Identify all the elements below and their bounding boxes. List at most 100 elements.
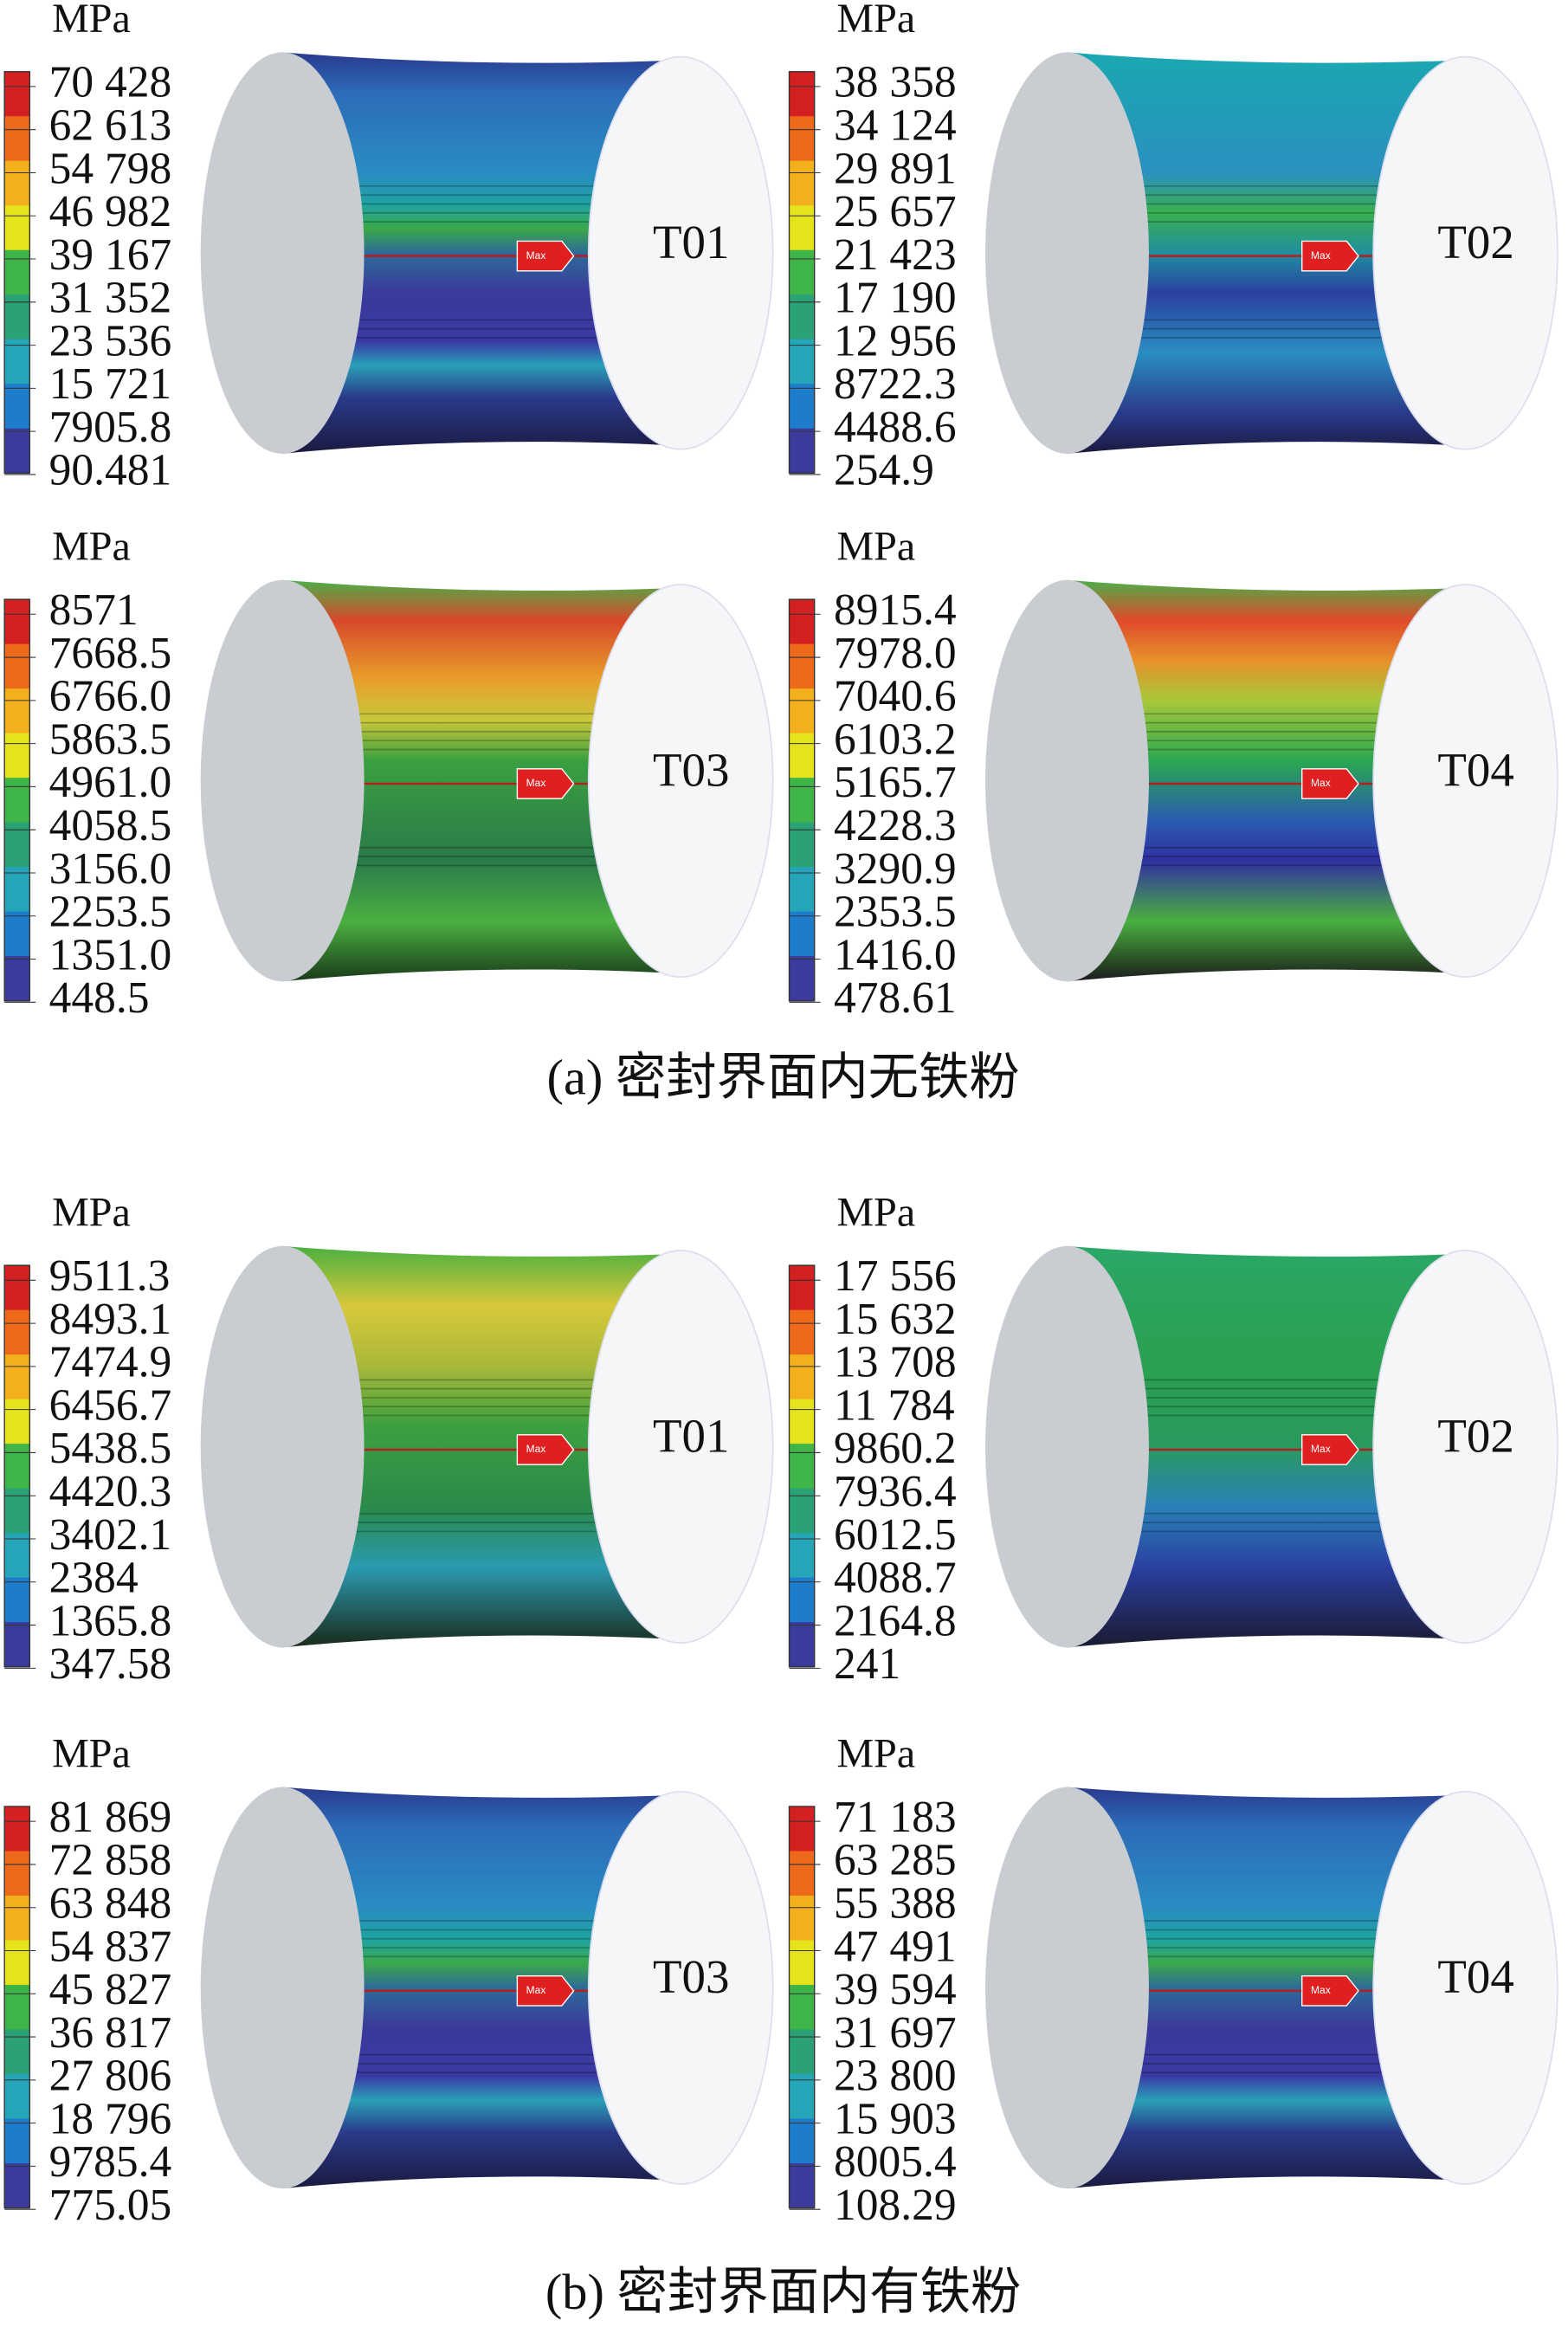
panel-label: T01 (653, 216, 729, 268)
cylinder-body (1067, 52, 1472, 454)
legend-band (789, 1309, 815, 1356)
legend-band (4, 1354, 30, 1400)
legend-label: 39 594 (834, 1965, 957, 2014)
legend-label: 31 697 (834, 2008, 957, 2058)
legend-band (4, 384, 30, 430)
legend-label: 8571 (49, 585, 139, 635)
legend-band (4, 428, 30, 475)
panel-label: T03 (653, 743, 729, 796)
right-face (1372, 55, 1558, 450)
legend-label: 54 837 (49, 1922, 172, 1971)
legend-label: 347.58 (49, 1639, 172, 1689)
panel-label: T04 (1437, 1950, 1513, 2003)
legend-label: 36 817 (49, 2008, 172, 2058)
max-marker (1301, 1974, 1359, 2007)
left-face (985, 1245, 1149, 1648)
legend-label: 15 632 (834, 1295, 957, 1344)
legend-label: 4228.3 (834, 801, 957, 850)
legend-band (4, 116, 30, 162)
legend-label: 2253.5 (49, 888, 172, 937)
legend-label: 7936.4 (834, 1467, 957, 1516)
max-label: Max (1311, 1443, 1331, 1455)
legend-band (4, 205, 30, 251)
right-face (587, 584, 774, 978)
legend-frame (788, 598, 816, 1002)
legend-band (789, 116, 815, 162)
unit-label: MPa (52, 1730, 131, 1776)
legend-band (789, 643, 815, 689)
legend-band (4, 956, 30, 1002)
legend-band (4, 1309, 30, 1356)
legend-label: 7474.9 (49, 1338, 172, 1387)
legend-label: 8493.1 (49, 1295, 172, 1344)
legend-label: 8722.3 (834, 359, 957, 409)
legend-label: 17 190 (834, 274, 957, 323)
legend-band (4, 249, 30, 296)
legend-label: 9511.3 (49, 1251, 171, 1301)
right-face (1372, 1250, 1558, 1645)
legend-label: 4961.0 (49, 758, 172, 807)
legend-band (4, 1984, 30, 2031)
legend-label: 18 796 (49, 2094, 172, 2143)
legend-label: 81 869 (49, 1793, 172, 1842)
legend-band (789, 160, 815, 207)
legend-label: 5438.5 (49, 1424, 172, 1473)
legend-band (789, 71, 815, 118)
legend-label: 448.5 (49, 973, 150, 1023)
legend-band (789, 822, 815, 868)
panel: MPa 85717668.56766.05863.54961.04058.5315… (3, 524, 774, 1023)
legend-band (789, 1984, 815, 2031)
legend-band (789, 1444, 815, 1490)
cylinder-body (282, 52, 687, 454)
legend-band (789, 867, 815, 913)
unit-label: MPa (836, 1190, 915, 1236)
legend-label: 45 827 (49, 1965, 172, 2014)
legend-band (4, 911, 30, 957)
legend-label: 775.05 (49, 2181, 172, 2230)
legend-label: 25 657 (834, 187, 957, 236)
right-face (1372, 1790, 1558, 2185)
legend-band (4, 1265, 30, 1311)
unit-label: MPa (52, 524, 131, 570)
legend-label: 1351.0 (49, 930, 172, 979)
legend-label: 72 858 (49, 1836, 172, 1885)
legend-label: 1416.0 (834, 930, 957, 979)
legend-band (789, 249, 815, 296)
legend-label: 6456.7 (49, 1380, 172, 1430)
legend-band (789, 384, 815, 430)
legend-band (789, 2162, 815, 2209)
legend-label: 2384 (49, 1554, 139, 1603)
cylinder-body (282, 1787, 687, 2189)
legend-band (789, 688, 815, 734)
legend-band (4, 1399, 30, 1445)
legend-band (789, 1622, 815, 1668)
left-face (200, 1787, 365, 2189)
cylinder-body (1067, 1787, 1472, 2189)
legend-band (789, 428, 815, 475)
legend-frame (788, 71, 816, 474)
legend-band (4, 1895, 30, 1942)
legend-band (4, 599, 30, 645)
legend-band (789, 1533, 815, 1579)
legend-band (789, 778, 815, 824)
legend-band (789, 294, 815, 340)
max-marker (1301, 240, 1359, 272)
legend-label: 21 423 (834, 230, 957, 280)
left-face (985, 52, 1149, 454)
cylinder-body (282, 579, 687, 982)
legend-band (4, 294, 30, 340)
legend-label: 62 613 (49, 100, 172, 150)
max-marker (516, 1974, 575, 2007)
legend-band (789, 1851, 815, 1897)
max-marker (1301, 768, 1359, 799)
legend-label: 9785.4 (49, 2137, 172, 2187)
legend-label: 7905.8 (49, 403, 172, 452)
legend-band (4, 2118, 30, 2164)
legend-frame (3, 71, 31, 474)
legend-label: 3402.1 (49, 1510, 172, 1560)
legend-label: 7668.5 (49, 629, 172, 678)
legend-band (4, 778, 30, 824)
legend-band (4, 71, 30, 118)
